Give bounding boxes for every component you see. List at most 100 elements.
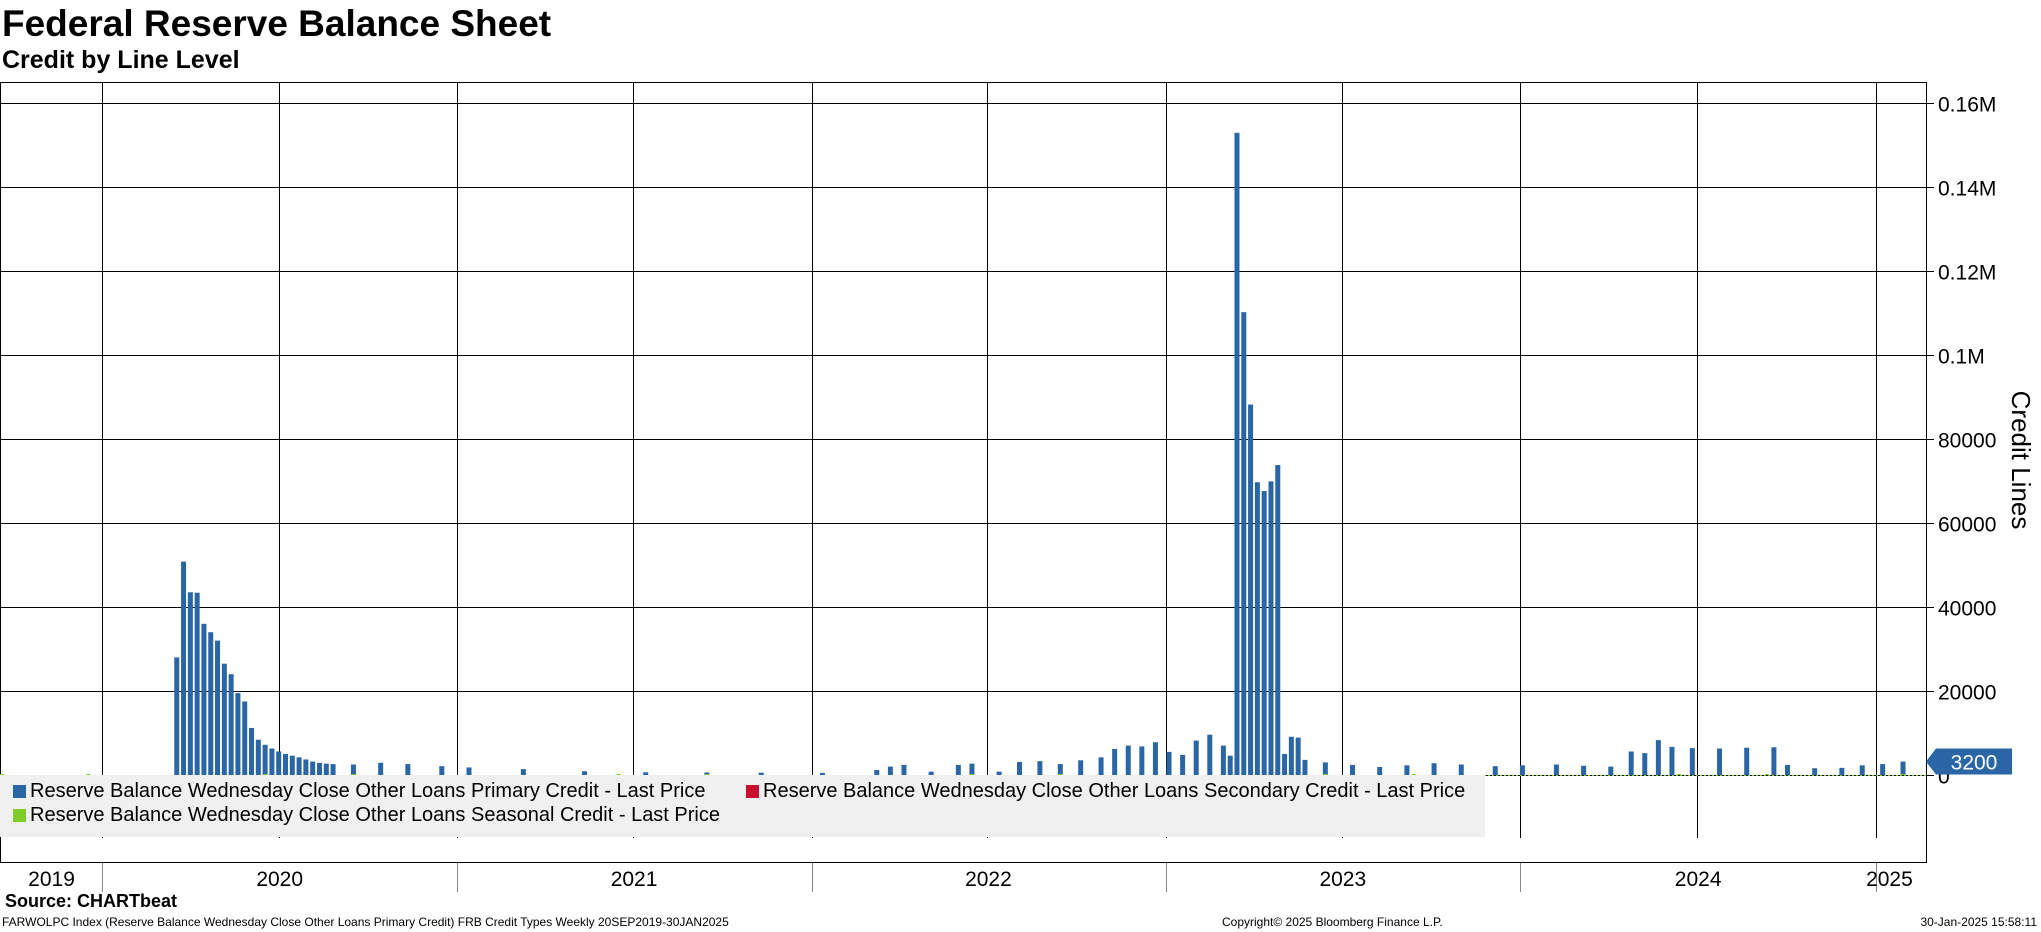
bar-seasonal [1676, 774, 1681, 775]
bar-primary [1261, 491, 1267, 775]
x-year-label: 2019 [28, 868, 75, 891]
bar-primary [1302, 759, 1308, 775]
y-axis-title: Credit Lines [2006, 391, 2036, 530]
bar-primary [249, 727, 255, 775]
bar-primary [1350, 764, 1356, 775]
legend-item-secondary: Reserve Balance Wednesday Close Other Lo… [746, 779, 1465, 803]
bar-primary [269, 748, 275, 775]
bar-primary [1139, 746, 1145, 775]
bar-primary [1608, 766, 1614, 775]
bar-primary [1037, 761, 1043, 775]
legend-label-secondary: Reserve Balance Wednesday Close Other Lo… [763, 780, 1466, 802]
bar-primary [1057, 764, 1063, 775]
chart-title: Federal Reserve Balance Sheet [2, 3, 552, 44]
bar-seasonal [1901, 774, 1906, 775]
y-tick-label: 60000 [1938, 514, 1996, 537]
bar-primary [1017, 761, 1023, 775]
bar-primary [323, 763, 329, 775]
bar-seasonal [351, 774, 356, 775]
bar-primary [187, 592, 193, 775]
bar-primary [174, 657, 180, 775]
bar-primary [1519, 765, 1525, 775]
bar-primary [1717, 748, 1723, 775]
x-year-label: 2021 [611, 868, 658, 891]
bar-primary [1098, 757, 1104, 775]
bar-primary [887, 766, 893, 775]
chart-subtitle: Credit by Line Level [2, 46, 240, 74]
bar-primary [466, 767, 472, 775]
bar-primary [1689, 748, 1695, 775]
bar-primary [1404, 765, 1410, 775]
bar-primary [1880, 764, 1886, 775]
bar-primary [1492, 766, 1498, 775]
bar-seasonal [969, 774, 974, 775]
bar-primary [1282, 754, 1288, 775]
y-tick-label: 0.14M [1938, 178, 1996, 201]
copyright: Copyright© 2025 Bloomberg Finance L.P. [1222, 915, 1443, 929]
bar-seasonal [0, 774, 4, 775]
y-tick-label: 20000 [1938, 682, 1996, 705]
legend-swatch-primary [13, 784, 26, 798]
y-tick-label: 0.1M [1938, 346, 1985, 369]
x-year-label: 2022 [965, 868, 1012, 891]
bar-primary [316, 762, 322, 775]
bar-primary [1744, 747, 1750, 775]
bar-primary [1112, 748, 1118, 775]
bar-primary [350, 764, 356, 775]
bar-primary [1125, 745, 1131, 775]
source-label: Source: CHARTbeat [5, 891, 178, 911]
bar-primary [289, 755, 295, 775]
bar-primary [1581, 765, 1587, 775]
chart-area: 0 20000 40000 60000 80000 0.1M 0.12M 0.14M 0.16M… [0, 82, 2036, 892]
bar-primary [520, 769, 526, 775]
bar-primary [1227, 755, 1233, 775]
bar-primary [194, 592, 200, 775]
bar-seasonal [704, 774, 709, 775]
bar-primary [215, 640, 221, 775]
x-year-label: 2024 [1675, 868, 1722, 891]
bar-primary [330, 764, 336, 775]
bar-primary [704, 772, 710, 775]
bar-primary [1248, 404, 1254, 775]
legend: Reserve Balance Wednesday Close Other Lo… [0, 775, 1485, 837]
bar-primary [1900, 761, 1906, 775]
bar-primary [1771, 747, 1777, 775]
bar-primary [1553, 764, 1559, 775]
bar-primary [1152, 742, 1158, 775]
y-tick-label: 80000 [1938, 430, 1996, 453]
bar-primary [1254, 482, 1260, 775]
bar-primary [969, 763, 975, 775]
legend-label-primary: Reserve Balance Wednesday Close Other Lo… [30, 780, 706, 802]
last-value-label: 3200 [1951, 752, 1998, 775]
bar-primary [955, 764, 961, 775]
bar-primary [228, 674, 234, 775]
bar-primary [582, 771, 588, 775]
bar-primary [1784, 764, 1790, 775]
bar-primary [1288, 736, 1294, 775]
bar-primary [819, 772, 825, 775]
bar-primary [1207, 734, 1213, 775]
bar-primary [201, 623, 207, 775]
bar-primary [1295, 737, 1301, 775]
bar-primary [1859, 765, 1865, 775]
bar-primary [262, 744, 268, 775]
bar-primary [1180, 754, 1186, 775]
bar-seasonal [1765, 774, 1770, 775]
bar-primary [1078, 760, 1084, 775]
bar-primary [296, 757, 302, 775]
bar-primary [874, 769, 880, 775]
legend-item-seasonal: Reserve Balance Wednesday Close Other Lo… [13, 803, 720, 827]
bar-primary [1275, 465, 1281, 775]
bar-seasonal [616, 774, 621, 775]
bar-primary [1669, 746, 1675, 775]
bar-primary [901, 764, 907, 775]
y-tick-label: 40000 [1938, 598, 1996, 621]
bar-primary [235, 693, 241, 775]
bar-primary [996, 771, 1002, 775]
series-description: FARWOLPC Index (Reserve Balance Wednesda… [2, 915, 729, 929]
y-tick-label: 0.12M [1938, 262, 1996, 285]
bar-primary [758, 772, 764, 775]
bar-primary [1322, 762, 1328, 775]
timestamp: 30-Jan-2025 15:58:11 [1920, 915, 2037, 929]
bar-primary [181, 561, 187, 775]
